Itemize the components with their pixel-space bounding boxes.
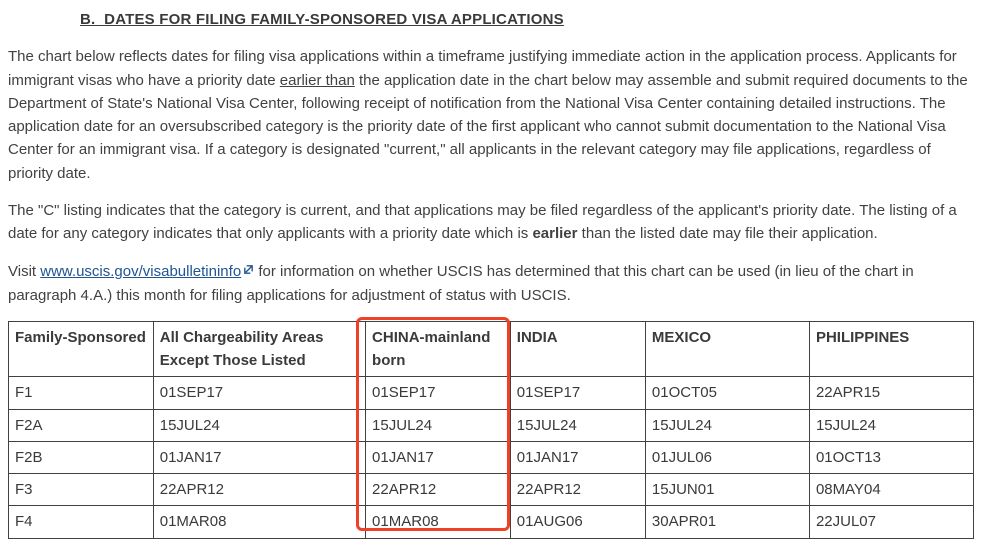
paragraph-3: Visit www.uscis.gov/visabulletininfo for…: [8, 259, 974, 307]
cell: 01SEP17: [153, 377, 365, 409]
para2-part-c: than the listed date may file their appl…: [578, 225, 878, 242]
section-heading: B. DATES FOR FILING FAMILY-SPONSORED VIS…: [80, 8, 974, 31]
cell: 22JUL07: [809, 506, 973, 538]
paragraph-1: The chart below reflects dates for filin…: [8, 45, 974, 185]
cell: 08MAY04: [809, 474, 973, 506]
uscis-link[interactable]: www.uscis.gov/visabulletininfo: [40, 263, 241, 280]
visa-table-wrap: Family-Sponsored All Chargeability Areas…: [8, 321, 974, 539]
table-header-row: Family-Sponsored All Chargeability Areas…: [9, 321, 974, 377]
col-header-china: CHINA-mainland born: [366, 321, 511, 377]
heading-text: DATES FOR FILING FAMILY-SPONSORED VISA A…: [104, 11, 564, 28]
cell: 30APR01: [645, 506, 809, 538]
cell: 22APR12: [153, 474, 365, 506]
table-row: F2A 15JUL24 15JUL24 15JUL24 15JUL24 15JU…: [9, 409, 974, 441]
cell: 01JAN17: [366, 441, 511, 473]
cell: 15JUL24: [809, 409, 973, 441]
cell: 01AUG06: [510, 506, 645, 538]
col-header-philippines: PHILIPPINES: [809, 321, 973, 377]
cell: 22APR12: [510, 474, 645, 506]
para1-earlier-than: earlier than: [280, 72, 355, 89]
cell: 15JUL24: [510, 409, 645, 441]
cell: 15JUL24: [153, 409, 365, 441]
cell: 01JAN17: [153, 441, 365, 473]
col-header-india: INDIA: [510, 321, 645, 377]
cell: 01MAR08: [153, 506, 365, 538]
cell: 01SEP17: [366, 377, 511, 409]
cell: 01SEP17: [510, 377, 645, 409]
para3-part-a: Visit: [8, 263, 40, 280]
cell: F4: [9, 506, 154, 538]
cell: 01OCT13: [809, 441, 973, 473]
cell: 15JUL24: [645, 409, 809, 441]
cell: 01JUL06: [645, 441, 809, 473]
external-link-icon: [243, 259, 254, 270]
cell: 01OCT05: [645, 377, 809, 409]
cell: 15JUN01: [645, 474, 809, 506]
table-row: F3 22APR12 22APR12 22APR12 15JUN01 08MAY…: [9, 474, 974, 506]
cell: F3: [9, 474, 154, 506]
visa-filing-table: Family-Sponsored All Chargeability Areas…: [8, 321, 974, 539]
cell: 22APR12: [366, 474, 511, 506]
heading-prefix: B.: [80, 11, 95, 28]
col-header-all-chargeability: All Chargeability Areas Except Those Lis…: [153, 321, 365, 377]
table-row: F2B 01JAN17 01JAN17 01JAN17 01JUL06 01OC…: [9, 441, 974, 473]
cell: F2B: [9, 441, 154, 473]
paragraph-2: The "C" listing indicates that the categ…: [8, 199, 974, 246]
cell: F2A: [9, 409, 154, 441]
col-header-mexico: MEXICO: [645, 321, 809, 377]
table-row: F4 01MAR08 01MAR08 01AUG06 30APR01 22JUL…: [9, 506, 974, 538]
table-row: F1 01SEP17 01SEP17 01SEP17 01OCT05 22APR…: [9, 377, 974, 409]
cell: 22APR15: [809, 377, 973, 409]
para2-earlier-bold: earlier: [532, 225, 577, 242]
cell: 01JAN17: [510, 441, 645, 473]
cell: 15JUL24: [366, 409, 511, 441]
cell: F1: [9, 377, 154, 409]
table-body: F1 01SEP17 01SEP17 01SEP17 01OCT05 22APR…: [9, 377, 974, 538]
col-header-family: Family-Sponsored: [9, 321, 154, 377]
cell: 01MAR08: [366, 506, 511, 538]
